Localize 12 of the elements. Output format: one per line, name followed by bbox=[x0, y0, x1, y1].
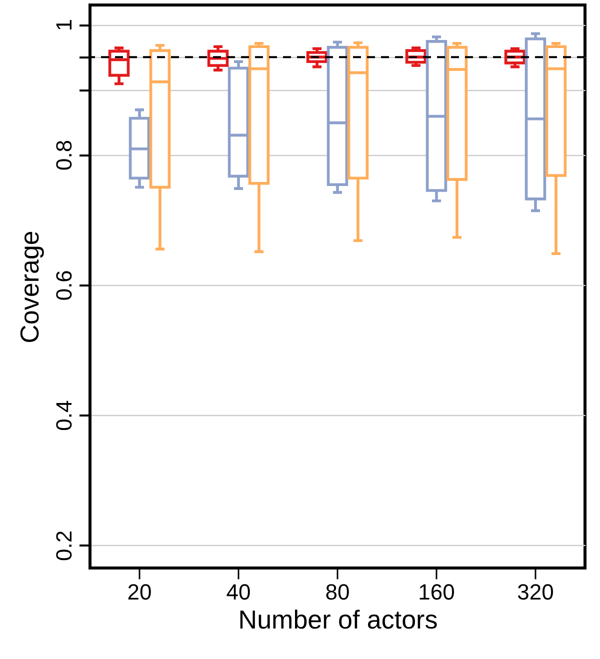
x-tick-label: 20 bbox=[127, 580, 152, 604]
x-tick-label: 80 bbox=[325, 580, 350, 604]
x-tick-label: 160 bbox=[418, 580, 455, 604]
y-axis-title: Coverage bbox=[14, 230, 44, 344]
y-tick-label: 0.2 bbox=[52, 530, 76, 562]
x-tick-label: 40 bbox=[226, 580, 251, 604]
x-axis-title: Number of actors bbox=[238, 604, 438, 634]
y-tick-label: 0.8 bbox=[52, 140, 76, 170]
y-tick-label: 0.4 bbox=[52, 400, 76, 431]
y-tick-label: 0.6 bbox=[52, 270, 76, 301]
x-tick-label: 320 bbox=[517, 580, 554, 604]
y-tick-label: 1 bbox=[52, 18, 76, 32]
